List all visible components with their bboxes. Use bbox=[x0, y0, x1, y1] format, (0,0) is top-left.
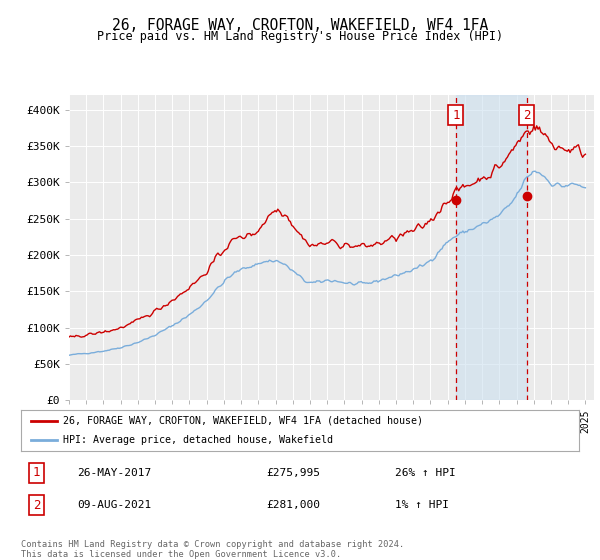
Text: 1: 1 bbox=[452, 109, 460, 122]
Text: 2: 2 bbox=[523, 109, 530, 122]
Bar bbox=[456, 95, 527, 400]
Text: £281,000: £281,000 bbox=[266, 501, 320, 510]
Text: 26, FORAGE WAY, CROFTON, WAKEFIELD, WF4 1FA (detached house): 26, FORAGE WAY, CROFTON, WAKEFIELD, WF4 … bbox=[63, 416, 423, 426]
Text: 26% ↑ HPI: 26% ↑ HPI bbox=[395, 468, 455, 478]
Text: Contains HM Land Registry data © Crown copyright and database right 2024.
This d: Contains HM Land Registry data © Crown c… bbox=[21, 540, 404, 559]
Text: HPI: Average price, detached house, Wakefield: HPI: Average price, detached house, Wake… bbox=[63, 435, 333, 445]
Text: £275,995: £275,995 bbox=[266, 468, 320, 478]
Text: Price paid vs. HM Land Registry's House Price Index (HPI): Price paid vs. HM Land Registry's House … bbox=[97, 30, 503, 43]
Text: 1% ↑ HPI: 1% ↑ HPI bbox=[395, 501, 449, 510]
Text: 2: 2 bbox=[33, 499, 40, 512]
Text: 26, FORAGE WAY, CROFTON, WAKEFIELD, WF4 1FA: 26, FORAGE WAY, CROFTON, WAKEFIELD, WF4 … bbox=[112, 18, 488, 33]
Text: 09-AUG-2021: 09-AUG-2021 bbox=[77, 501, 151, 510]
Text: 26-MAY-2017: 26-MAY-2017 bbox=[77, 468, 151, 478]
Text: 1: 1 bbox=[33, 466, 40, 479]
